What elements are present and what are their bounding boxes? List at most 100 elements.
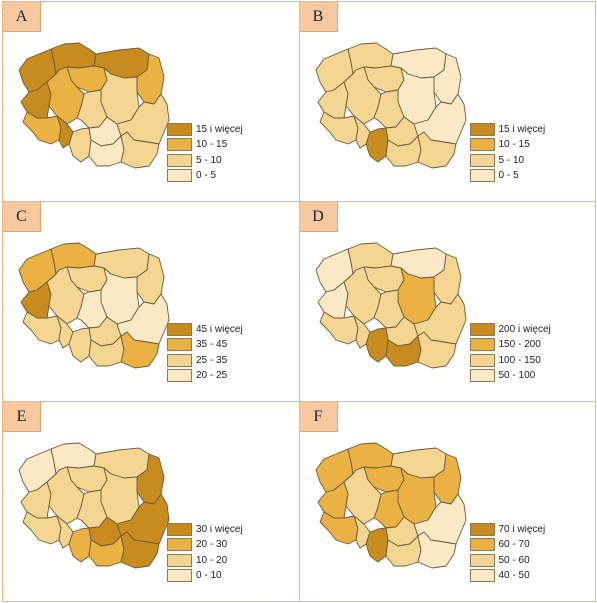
map-legend: 30 i więcej 20 - 30 10 - 20 0 - 10 <box>167 522 243 584</box>
region-lb <box>20 481 52 519</box>
legend-label: 10 - 15 <box>196 139 228 151</box>
legend-item: 30 i więcej <box>167 522 243 536</box>
legend-swatch <box>469 569 495 583</box>
poland-choropleth-map <box>315 242 466 369</box>
legend-item: 0 - 5 <box>469 169 546 183</box>
legend-swatch <box>167 538 192 552</box>
legend-item: 10 - 15 <box>167 138 243 152</box>
legend-swatch <box>167 569 192 583</box>
poland-choropleth-map <box>18 442 170 569</box>
legend-label: 15 i więcej <box>196 123 243 135</box>
legend-item: 25 - 35 <box>167 353 243 367</box>
poland-choropleth-map <box>18 242 170 369</box>
legend-swatch <box>167 369 192 383</box>
region-pk <box>120 531 160 569</box>
map-panel-f: F 70 i więcej 60 - 70 50 - 60 40 - 50 <box>298 401 596 602</box>
region-sl <box>365 527 388 563</box>
legend-swatch <box>167 338 192 352</box>
legend-item: 35 - 45 <box>167 338 243 352</box>
legend-label: 25 - 35 <box>196 354 228 366</box>
region-pk <box>120 131 160 169</box>
region-op <box>56 515 74 549</box>
legend-swatch <box>469 553 495 567</box>
poland-choropleth-map <box>315 42 466 169</box>
panel-label: F <box>299 402 338 432</box>
legend-label: 70 i więcej <box>498 523 546 535</box>
legend-swatch <box>469 138 495 152</box>
legend-swatch <box>167 522 192 536</box>
legend-item: 5 - 10 <box>167 153 243 167</box>
poland-choropleth-map <box>315 442 466 569</box>
region-op <box>56 315 74 349</box>
region-pk <box>417 531 456 569</box>
legend-swatch <box>167 169 192 183</box>
legend-swatch <box>469 153 495 167</box>
panel-label: E <box>3 402 41 432</box>
region-lb <box>20 281 52 319</box>
legend-swatch <box>469 353 495 367</box>
region-sl <box>68 527 92 563</box>
legend-item: 200 i więcej <box>469 322 551 336</box>
region-sl <box>365 127 388 163</box>
map-panel-e: E 30 i więcej 20 - 30 10 - 20 0 - 10 <box>2 401 300 602</box>
map-legend: 15 i więcej 10 - 15 5 - 10 0 - 5 <box>167 122 243 184</box>
legend-swatch <box>469 122 495 136</box>
legend-label: 50 - 100 <box>498 370 536 382</box>
region-sl <box>365 327 388 363</box>
legend-swatch <box>167 353 192 367</box>
region-sl <box>68 127 92 163</box>
legend-item: 5 - 10 <box>469 153 546 167</box>
legend-item: 15 i więcej <box>167 122 243 136</box>
region-op <box>353 515 370 549</box>
panel-label: B <box>299 2 338 32</box>
legend-swatch <box>469 522 495 536</box>
legend-label: 50 - 60 <box>498 554 530 566</box>
panel-label: A <box>3 2 41 32</box>
map-legend: 15 i więcej 10 - 15 5 - 10 0 - 5 <box>469 122 546 184</box>
map-panel-a: A 15 i więcej 10 - 15 5 - 10 0 - 5 <box>2 1 300 202</box>
legend-item: 100 - 150 <box>469 353 551 367</box>
region-pk <box>120 331 160 369</box>
legend-swatch <box>469 338 495 352</box>
legend-item: 10 - 20 <box>167 553 243 567</box>
legend-item: 50 - 60 <box>469 553 546 567</box>
region-pk <box>417 131 456 169</box>
legend-label: 0 - 5 <box>196 170 217 182</box>
legend-item: 20 - 30 <box>167 538 243 552</box>
legend-item: 50 - 100 <box>469 369 551 383</box>
legend-swatch <box>167 553 192 567</box>
legend-label: 60 - 70 <box>498 539 530 551</box>
legend-item: 0 - 10 <box>167 569 243 583</box>
legend-item: 0 - 5 <box>167 169 243 183</box>
legend-swatch <box>469 369 495 383</box>
map-legend: 70 i więcej 60 - 70 50 - 60 40 - 50 <box>469 522 546 584</box>
legend-label: 150 - 200 <box>498 339 541 351</box>
legend-label: 0 - 5 <box>498 170 519 182</box>
legend-label: 35 - 45 <box>196 339 228 351</box>
region-sl <box>68 327 92 363</box>
poland-choropleth-map <box>18 42 170 169</box>
legend-item: 150 - 200 <box>469 338 551 352</box>
legend-item: 20 - 25 <box>167 369 243 383</box>
legend-swatch <box>469 322 495 336</box>
region-lb <box>317 81 348 119</box>
region-lb <box>317 281 348 319</box>
legend-swatch <box>167 322 192 336</box>
legend-label: 0 - 10 <box>196 570 222 582</box>
legend-label: 5 - 10 <box>498 154 525 166</box>
legend-swatch <box>167 153 192 167</box>
legend-label: 20 - 30 <box>196 539 228 551</box>
legend-item: 45 i więcej <box>167 322 243 336</box>
region-op <box>353 115 370 149</box>
region-op <box>353 315 370 349</box>
legend-item: 15 i więcej <box>469 122 546 136</box>
legend-item: 10 - 15 <box>469 138 546 152</box>
legend-label: 200 i więcej <box>498 323 551 335</box>
legend-label: 15 i więcej <box>498 123 546 135</box>
region-op <box>56 115 74 149</box>
legend-label: 10 - 20 <box>196 554 228 566</box>
region-lb <box>317 481 348 519</box>
map-legend: 200 i więcej 150 - 200 100 - 150 50 - 100 <box>469 322 551 384</box>
legend-swatch <box>469 538 495 552</box>
